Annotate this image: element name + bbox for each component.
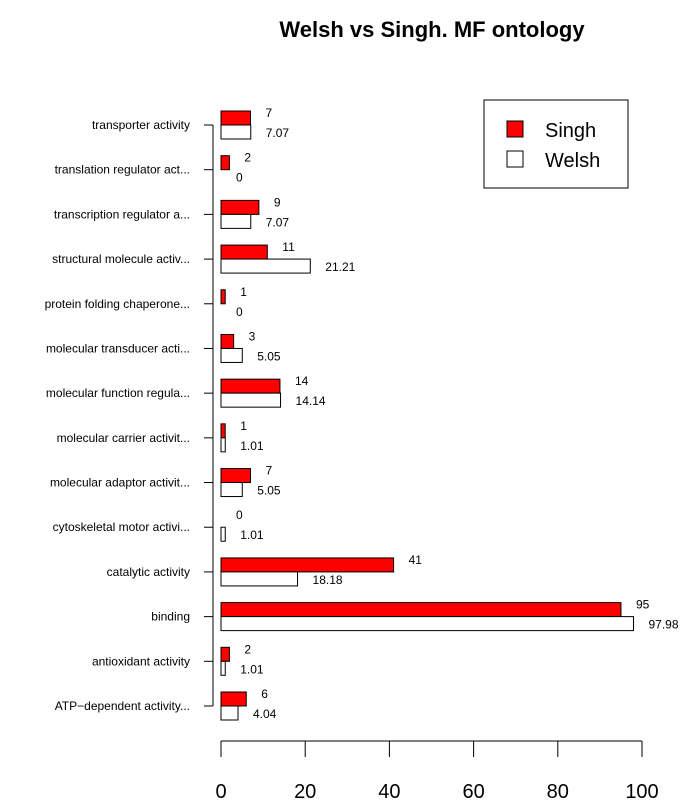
legend-swatch-singh: [506, 120, 524, 138]
legend-label-singh: Singh: [545, 120, 596, 142]
data-label-welsh: 7.07: [266, 126, 290, 140]
y-tick-label: transporter activity: [92, 118, 190, 132]
bar-singh-structural-molecule-activ: [220, 244, 268, 260]
data-label-welsh: 1.01: [240, 439, 264, 453]
data-label-welsh: 1.01: [240, 662, 264, 676]
x-tick-label: 60: [462, 781, 484, 803]
bar-singh-transporter-activity: [220, 110, 251, 126]
bar-welsh-cytoskeletal-motor-activi: [220, 526, 226, 542]
bar-welsh-binding: [220, 616, 634, 632]
data-label-singh: 3: [249, 329, 256, 343]
data-label-welsh: 5.05: [257, 349, 281, 363]
bar-welsh-molecular-transducer-acti: [220, 347, 243, 363]
y-tick-label: cytoskeletal motor activi...: [53, 520, 190, 534]
data-label-welsh: 21.21: [325, 260, 355, 274]
bar-welsh-antioxidant-activity: [220, 660, 226, 676]
bar-singh-binding: [220, 602, 622, 618]
bars: 77.072097.071121.211035.051414.1411.0175…: [220, 106, 679, 721]
legend-label-welsh: Welsh: [545, 150, 600, 172]
data-label-welsh: 7.07: [266, 215, 290, 229]
y-tick-label: protein folding chaperone...: [45, 297, 190, 311]
data-label-welsh: 0: [236, 171, 243, 185]
x-tick-label: 0: [215, 781, 226, 803]
data-label-welsh: 4.04: [253, 707, 277, 721]
bar-singh-molecular-adaptor-activit: [220, 468, 251, 484]
y-tick-label: molecular adaptor activit...: [50, 476, 190, 490]
data-label-singh: 95: [636, 598, 650, 612]
data-label-singh: 1: [240, 419, 247, 433]
legend-box: [483, 99, 629, 189]
bar-welsh-transporter-activity: [220, 124, 252, 140]
data-label-singh: 6: [261, 687, 268, 701]
bar-singh-catalytic-activity: [220, 557, 395, 573]
chart-title: Welsh vs Singh. MF ontology: [279, 17, 585, 42]
bar-singh-translation-regulator-act: [220, 155, 230, 171]
data-label-welsh: 97.98: [648, 618, 678, 632]
bar-welsh-molecular-carrier-activit: [220, 437, 226, 453]
y-tick-label: antioxidant activity: [92, 654, 190, 668]
data-label-singh: 0: [236, 508, 243, 522]
y-tick-label: ATP−dependent activity...: [55, 699, 190, 713]
data-label-welsh: 14.14: [296, 394, 326, 408]
y-tick-label: structural molecule activ...: [52, 252, 190, 266]
data-label-singh: 7: [265, 106, 272, 120]
bar-singh-molecular-function-regula: [220, 378, 281, 394]
data-label-singh: 7: [265, 464, 272, 478]
data-label-singh: 9: [274, 195, 281, 209]
y-tick-label: molecular function regula...: [46, 386, 190, 400]
data-label-welsh: 0: [236, 305, 243, 319]
data-label-singh: 2: [244, 642, 251, 656]
bar-welsh-atp-dependent-activity: [220, 705, 239, 721]
bar-welsh-molecular-adaptor-activit: [220, 482, 243, 498]
bar-welsh-molecular-function-regula: [220, 392, 282, 408]
x-tick-label: 100: [625, 781, 658, 803]
data-label-singh: 14: [295, 374, 309, 388]
data-label-welsh: 5.05: [257, 484, 281, 498]
y-axis: transporter activity translation regulato…: [45, 118, 214, 713]
y-tick-label: binding: [151, 610, 190, 624]
data-label-welsh: 18.18: [313, 573, 343, 587]
bar-singh-molecular-carrier-activit: [220, 423, 226, 439]
x-tick-label: 20: [294, 781, 316, 803]
x-tick-label: 40: [378, 781, 400, 803]
y-tick-label: translation regulator act...: [55, 163, 190, 177]
x-axis: 0 20 40 60 80 100: [215, 740, 659, 803]
legend-swatch-welsh: [506, 150, 524, 168]
bar-singh-molecular-transducer-acti: [220, 333, 235, 349]
y-tick-label: molecular carrier activit...: [57, 431, 190, 445]
data-label-welsh: 1.01: [240, 528, 264, 542]
bar-welsh-catalytic-activity: [220, 571, 299, 587]
y-tick-label: transcription regulator a...: [54, 207, 190, 221]
data-label-singh: 1: [240, 285, 247, 299]
data-label-singh: 41: [409, 553, 423, 567]
legend: Singh Welsh: [483, 99, 629, 189]
data-label-singh: 2: [244, 151, 251, 165]
bar-singh-protein-folding-chaperone: [220, 289, 226, 305]
bar-singh-atp-dependent-activity: [220, 691, 247, 707]
y-tick-label: molecular transducer acti...: [46, 341, 190, 355]
bar-singh-transcription-regulator-a: [220, 199, 260, 215]
data-label-singh: 11: [282, 240, 295, 254]
x-tick-label: 80: [547, 781, 569, 803]
y-tick-label: catalytic activity: [107, 565, 190, 579]
bar-welsh-transcription-regulator-a: [220, 213, 252, 229]
bar-singh-antioxidant-activity: [220, 646, 230, 662]
bar-welsh-structural-molecule-activ: [220, 258, 311, 274]
